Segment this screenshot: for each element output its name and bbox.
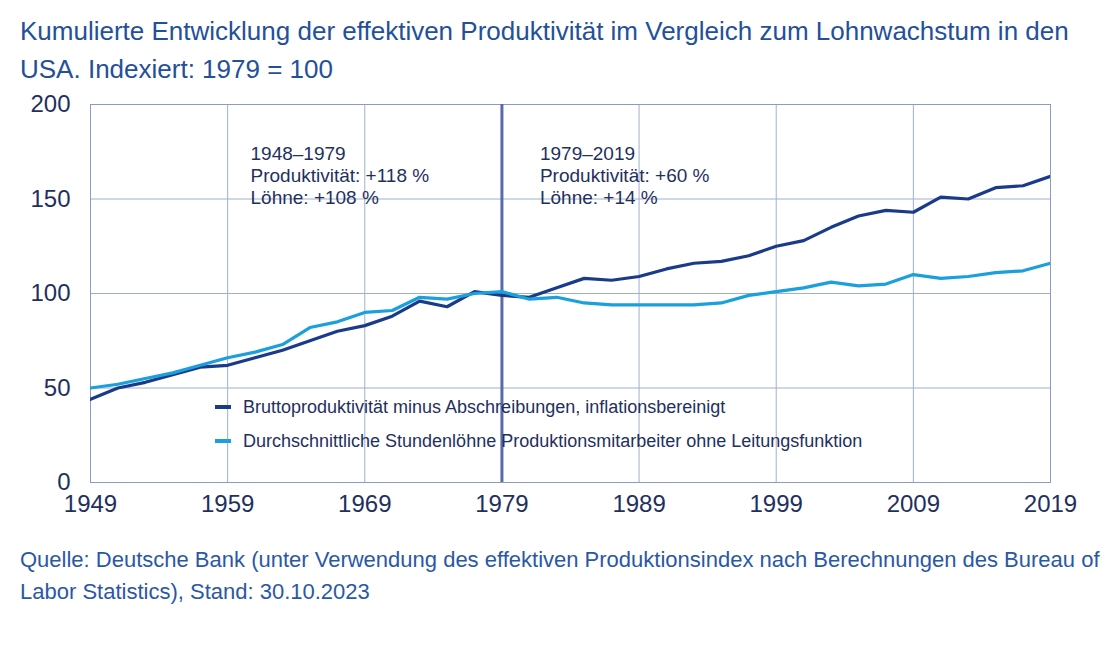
- svg-text:1989: 1989: [612, 490, 665, 517]
- svg-text:150: 150: [30, 185, 70, 212]
- svg-text:1999: 1999: [750, 490, 803, 517]
- svg-text:50: 50: [44, 374, 71, 401]
- html-text:Quelle: Deutsche Bank (unter V: Quelle: Deutsche Bank (unter Verwendung …: [20, 547, 1100, 604]
- svg-text:2019: 2019: [1024, 490, 1077, 517]
- svg-text:1949: 1949: [64, 490, 117, 517]
- svg-text:2009: 2009: [887, 490, 940, 517]
- svg-text:1979: 1979: [475, 490, 528, 517]
- svg-text:1948–1979Produktivität: +118 %: 1948–1979Produktivität: +118 %Löhne: +10…: [251, 143, 430, 208]
- svg-text:1959: 1959: [201, 490, 254, 517]
- svg-text:0: 0: [57, 468, 70, 495]
- html-text:Bruttoproduktivität minus Absc: Bruttoproduktivität minus Abschreibungen…: [243, 396, 726, 417]
- svg-text:200: 200: [30, 90, 70, 117]
- svg-text:1969: 1969: [338, 490, 391, 517]
- svg-text:1979–2019Produktivität: +60 %L: 1979–2019Produktivität: +60 %Löhne: +14 …: [540, 143, 710, 208]
- html-text:Kumulierte Entwicklung der eff: Kumulierte Entwicklung der effektiven Pr…: [20, 16, 1069, 84]
- html-text:Durchschnittliche Stundenlöhne: Durchschnittliche Stundenlöhne Produktio…: [243, 430, 863, 451]
- svg-text:100: 100: [30, 279, 70, 306]
